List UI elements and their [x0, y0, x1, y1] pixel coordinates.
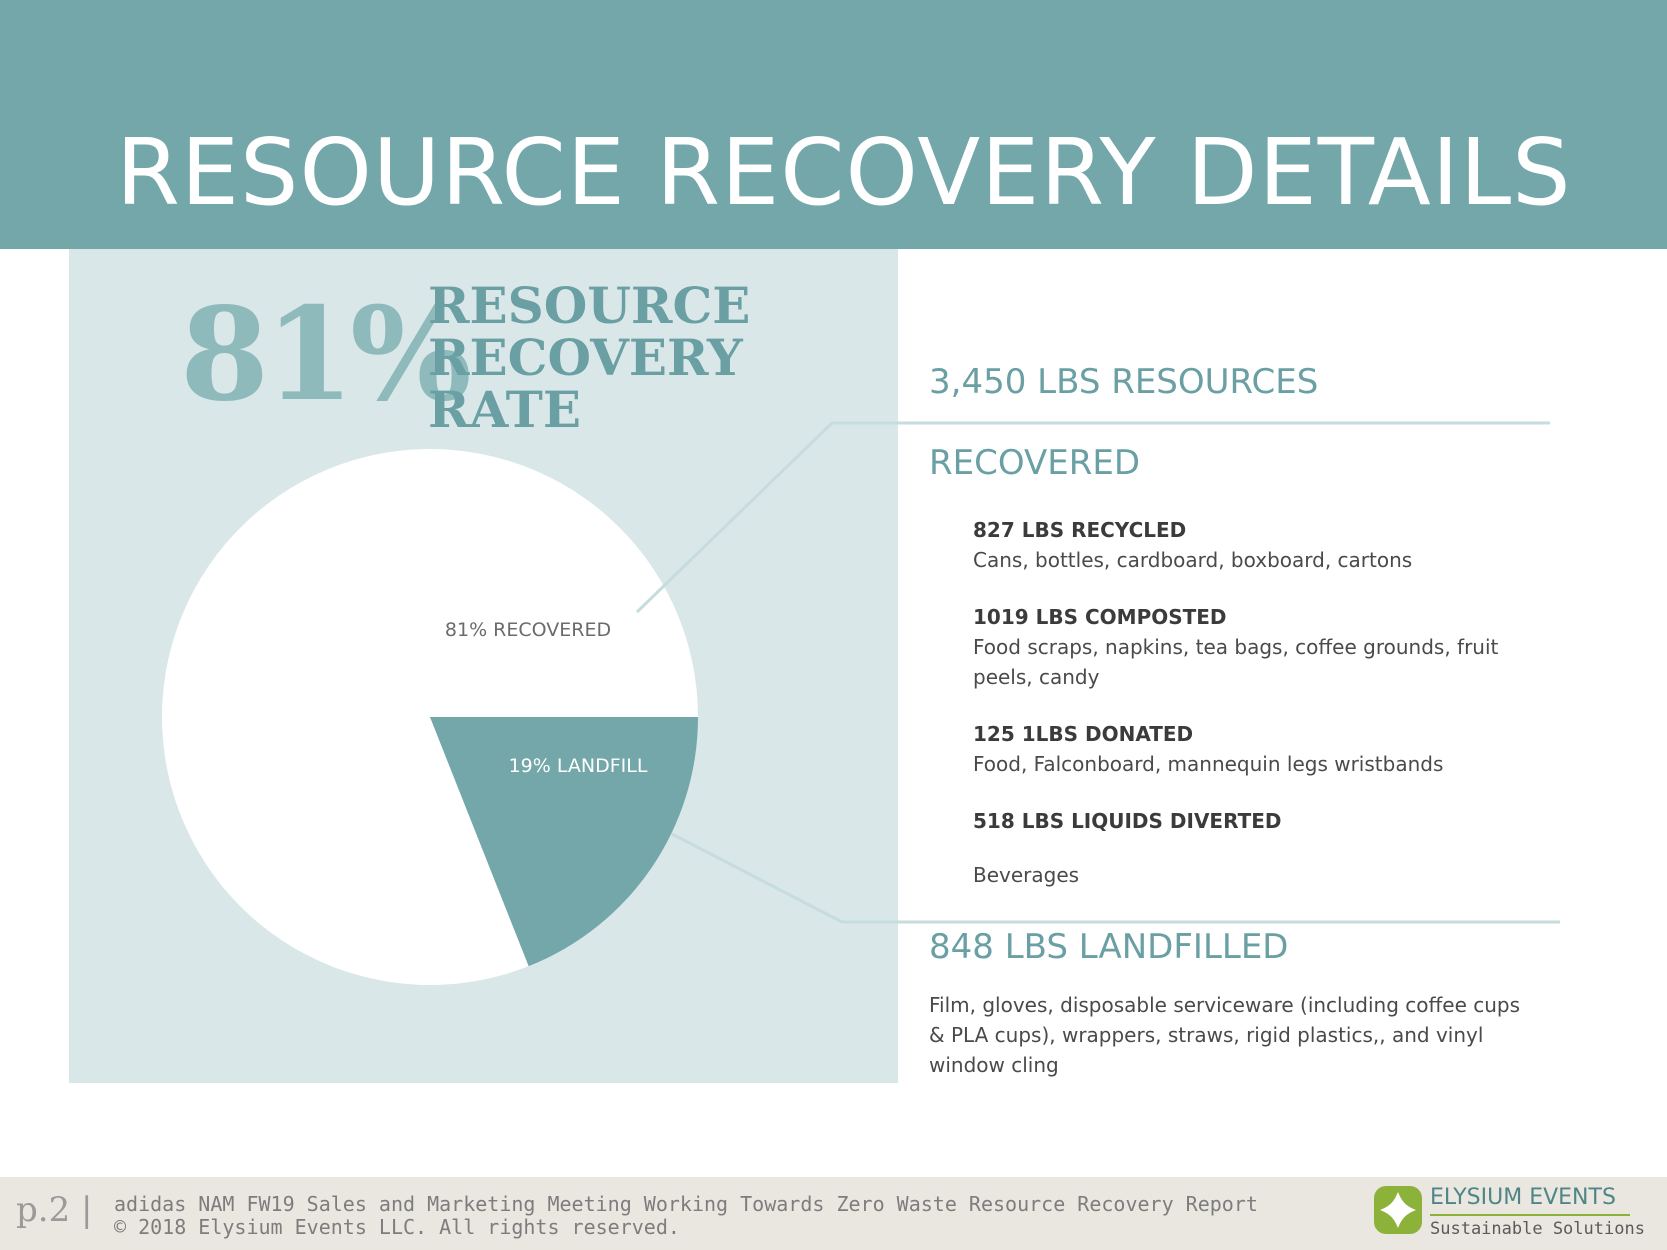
pie-label-recovered: 81% RECOVERED — [445, 619, 611, 641]
logo-name: ELYSIUM EVENTS — [1430, 1185, 1616, 1210]
pie-label-landfill: 19% LANDFILL — [509, 755, 648, 777]
page-number: p.2 | — [16, 1190, 93, 1230]
item-description: Cans, bottles, cardboard, boxboard, cart… — [973, 548, 1413, 572]
recovery-rate-label: RESOURCE RECOVERY RATE — [428, 280, 750, 436]
item-title: 518 LBS LIQUIDS DIVERTED — [973, 809, 1282, 833]
logo-tagline: Sustainable Solutions — [1430, 1219, 1645, 1239]
item-description: Beverages — [973, 863, 1080, 887]
logo-divider — [1430, 1214, 1630, 1216]
recovered-item-liquids: 518 LBS LIQUIDS DIVERTED Beverages — [973, 806, 1533, 890]
recovery-rate-label-line: RATE — [428, 380, 581, 439]
connector-line-recovered — [635, 421, 1550, 614]
header-banner: RESOURCE RECOVERY DETAILS — [0, 0, 1667, 249]
recovery-rate-label-line: RECOVERY — [428, 328, 743, 387]
landfilled-description: Film, gloves, disposable serviceware (in… — [929, 993, 1521, 1077]
item-description: Food scraps, napkins, tea bags, coffee g… — [973, 635, 1499, 689]
connector-line-landfill — [671, 832, 1560, 924]
recovered-item-donated: 125 1LBS DONATED Food, Falconboard, mann… — [973, 719, 1533, 779]
item-title: 827 LBS RECYCLED — [973, 518, 1187, 542]
recovery-rate-percent: 81% — [180, 280, 472, 430]
pie-slice-recovered — [161, 448, 698, 986]
footer-report-title: adidas NAM FW19 Sales and Marketing Meet… — [114, 1192, 1258, 1216]
recovered-item-composted: 1019 LBS COMPOSTED Food scraps, napkins,… — [973, 602, 1533, 692]
recovered-heading-line1: 3,450 LBS RESOURCES — [929, 362, 1319, 402]
recovery-rate-label-line: RESOURCE — [428, 276, 751, 335]
pie-slice-landfill — [430, 717, 698, 967]
item-title: 125 1LBS DONATED — [973, 722, 1194, 746]
item-title: 1019 LBS COMPOSTED — [973, 605, 1227, 629]
page-title: RESOURCE RECOVERY DETAILS — [116, 119, 1572, 226]
elysium-logo-icon — [1374, 1186, 1422, 1234]
footer-copyright: © 2018 Elysium Events LLC. All rights re… — [114, 1215, 680, 1239]
recovered-item-recycled: 827 LBS RECYCLED Cans, bottles, cardboar… — [973, 515, 1533, 575]
recovered-heading-line2: RECOVERED — [929, 443, 1141, 483]
item-description: Food, Falconboard, mannequin legs wristb… — [973, 752, 1444, 776]
landfilled-heading: 848 LBS LANDFILLED — [929, 927, 1289, 967]
